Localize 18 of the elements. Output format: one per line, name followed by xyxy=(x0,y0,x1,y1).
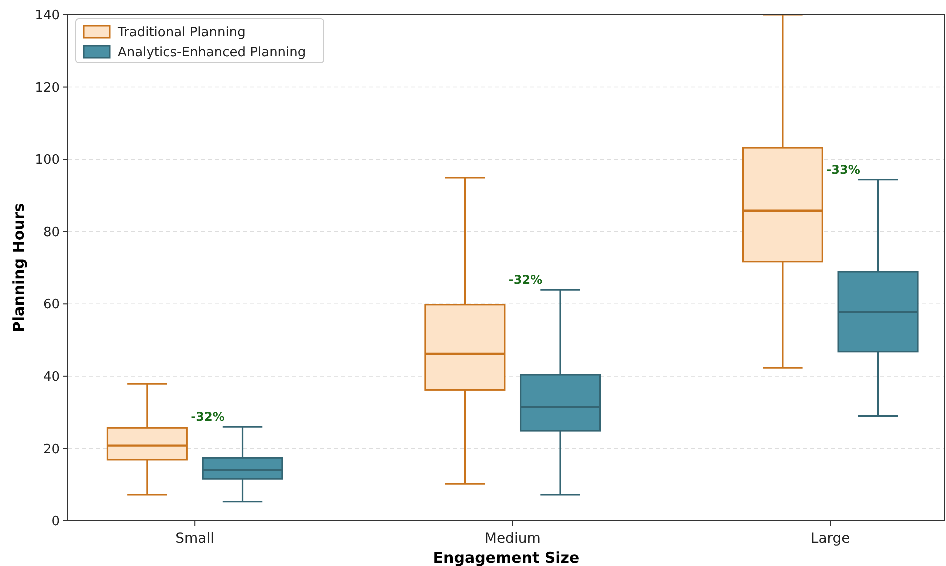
annotation: -32% xyxy=(508,273,543,288)
x-tick-label: Medium xyxy=(484,531,541,547)
annotation: -33% xyxy=(826,162,860,177)
x-tick-label: Large xyxy=(810,531,850,547)
annotation: -32% xyxy=(191,410,225,424)
y-tick-label: 20 xyxy=(43,442,60,458)
y-tick-label: 60 xyxy=(43,298,60,313)
y-tick-label: 120 xyxy=(35,80,60,96)
x-axis-title: Engagement Size xyxy=(433,549,580,566)
y-tick-label: 140 xyxy=(35,8,60,24)
legend-label: Traditional Planning xyxy=(117,26,246,41)
x-tick-label: Small xyxy=(176,531,215,547)
y-tick-label: 0 xyxy=(52,514,60,530)
y-tick-label: 80 xyxy=(43,225,60,240)
y-axis-title: Planning Hours xyxy=(10,203,28,333)
y-tick-label: 100 xyxy=(35,153,60,168)
legend-label: Analytics-Enhanced Planning xyxy=(118,46,306,61)
y-tick-label: 40 xyxy=(43,370,60,385)
